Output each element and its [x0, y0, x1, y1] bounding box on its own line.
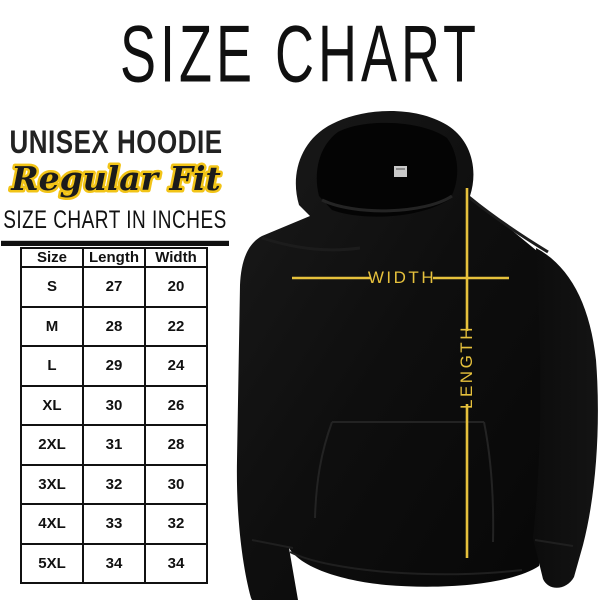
- col-header-size: Size: [20, 247, 84, 268]
- cell-size: XL: [20, 384, 84, 426]
- hood-opening: [316, 122, 458, 217]
- hood-rim: [321, 194, 453, 213]
- cell-width: 34: [144, 542, 208, 584]
- cell-width: 32: [144, 503, 208, 545]
- cell-width: 26: [144, 384, 208, 426]
- cell-size: L: [20, 345, 84, 387]
- hoodie-photo: [236, 110, 598, 600]
- fit-label: Regular Fit: [8, 157, 223, 201]
- table-heading-wrap: SIZE CHART IN INCHES: [0, 207, 230, 246]
- cell-length: 29: [82, 345, 146, 387]
- hoodie-body: [236, 110, 548, 600]
- table-row: S 27 20: [20, 266, 208, 308]
- neck-tag-print: [396, 168, 405, 170]
- cell-size: 2XL: [20, 424, 84, 466]
- size-table: Size Length Width S 27 20 M 28 22 L 29 2…: [20, 247, 208, 584]
- cell-width: 30: [144, 463, 208, 505]
- fit-label-text: Regular Fit: [10, 159, 221, 198]
- table-row: 3XL 32 30: [20, 463, 208, 505]
- cell-size: 4XL: [20, 503, 84, 545]
- length-measure-label: LENGTH: [457, 325, 476, 409]
- table-row: M 28 22: [20, 305, 208, 347]
- neck-tag: [394, 166, 407, 177]
- table-row: XL 30 26: [20, 384, 208, 426]
- cell-length: 34: [82, 542, 146, 584]
- table-row: 5XL 34 34: [20, 542, 208, 584]
- cell-size: 3XL: [20, 463, 84, 505]
- cell-width: 24: [144, 345, 208, 387]
- table-row: 2XL 31 28: [20, 424, 208, 466]
- page-title: SIZE CHART: [119, 9, 481, 100]
- hem-seam: [251, 539, 574, 576]
- table-header-row: Size Length Width: [20, 247, 208, 268]
- cell-width: 20: [144, 266, 208, 308]
- cell-length: 32: [82, 463, 146, 505]
- cell-length: 31: [82, 424, 146, 466]
- cell-width: 28: [144, 424, 208, 466]
- width-measure-label: WIDTH: [367, 268, 437, 287]
- cell-length: 27: [82, 266, 146, 308]
- cell-length: 28: [82, 305, 146, 347]
- col-header-width: Width: [144, 247, 208, 268]
- pocket-seam: [314, 421, 495, 543]
- cell-size: S: [20, 266, 84, 308]
- cell-width: 22: [144, 305, 208, 347]
- cell-length: 33: [82, 503, 146, 545]
- hoodie-right-sleeve: [533, 248, 598, 588]
- product-name: UNISEX HOODIE: [9, 123, 223, 161]
- shoulder-shading: [261, 196, 549, 254]
- table-row: L 29 24: [20, 345, 208, 387]
- cell-size: 5XL: [20, 542, 84, 584]
- cell-length: 30: [82, 384, 146, 426]
- col-header-length: Length: [82, 247, 146, 268]
- table-heading: SIZE CHART IN INCHES: [1, 207, 229, 246]
- table-row: 4XL 33 32: [20, 503, 208, 545]
- cell-size: M: [20, 305, 84, 347]
